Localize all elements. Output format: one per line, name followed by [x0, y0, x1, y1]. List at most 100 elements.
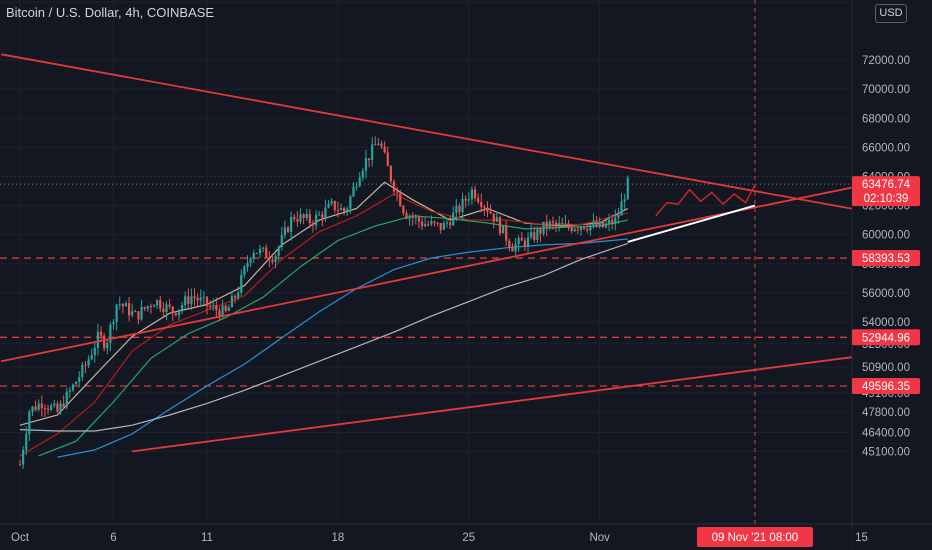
candle-body — [589, 225, 592, 231]
candle-body — [333, 200, 336, 211]
candle-body — [489, 211, 492, 214]
candle-body — [343, 207, 346, 212]
candle-body — [134, 311, 137, 313]
candle-body — [196, 297, 199, 301]
candle-body — [620, 201, 623, 216]
current-price-tag — [852, 176, 920, 207]
candle-body — [146, 306, 149, 309]
candle-body — [258, 248, 262, 254]
candle-body — [43, 408, 47, 410]
candle-body — [617, 215, 620, 218]
candle-body — [137, 311, 140, 320]
candle-body — [84, 364, 87, 366]
candle-body — [112, 322, 115, 325]
candle-body — [539, 229, 542, 234]
candle-body — [551, 221, 555, 223]
candle-body — [405, 212, 408, 219]
candle-body — [402, 206, 405, 213]
candle-body — [554, 222, 558, 226]
candle-body — [168, 304, 171, 307]
candle-body — [486, 207, 489, 212]
candle-body — [159, 300, 162, 309]
candle-body — [377, 143, 380, 146]
candle-body — [598, 221, 601, 227]
candle-body — [626, 177, 629, 200]
candle-body — [355, 186, 358, 188]
candle-body — [237, 292, 240, 298]
candle-body — [408, 216, 411, 219]
candle-body — [255, 253, 258, 255]
trendline[interactable] — [1, 177, 900, 363]
candle-body — [480, 201, 483, 207]
candle-body — [548, 221, 551, 228]
candle-body — [324, 207, 327, 219]
candle-body — [224, 305, 227, 311]
candle-body — [18, 464, 22, 466]
candle-body — [505, 225, 508, 241]
candle-body — [243, 266, 246, 275]
candle-body — [31, 406, 34, 412]
candle-body — [34, 406, 37, 410]
candle-body — [464, 198, 467, 201]
candle-body — [171, 306, 174, 314]
candle-body — [573, 229, 576, 232]
trendline[interactable] — [1, 53, 900, 219]
candle-body — [420, 221, 424, 227]
candle-body — [517, 238, 520, 245]
candle-body — [604, 223, 608, 228]
candle-body — [252, 253, 255, 259]
trendline[interactable] — [132, 350, 900, 453]
candle-body — [545, 221, 548, 228]
level-price-tag — [852, 250, 920, 267]
candle-body — [526, 237, 530, 247]
candle-body — [290, 216, 293, 233]
candle-body — [305, 213, 308, 218]
candle-body — [165, 304, 168, 312]
horizontal-levels — [0, 183, 852, 387]
candle-body — [199, 297, 202, 301]
candle-body — [514, 244, 517, 252]
candle-body — [280, 235, 283, 248]
candle-body — [483, 206, 486, 208]
candle-body — [367, 158, 371, 161]
candle-body — [449, 222, 452, 226]
candle-body — [190, 296, 193, 304]
candle-body — [22, 449, 25, 465]
candle-body — [614, 217, 617, 225]
candle-body — [523, 240, 526, 247]
candle-body — [274, 255, 277, 263]
price-tick-label: 66000.00 — [862, 142, 910, 154]
time-axis[interactable]: Oct 6 11 18 25 Nov 15 09 Nov '21 08:00 — [0, 523, 932, 550]
candle-body — [75, 381, 78, 385]
candle-body — [439, 222, 442, 230]
candle-body — [162, 308, 165, 312]
candle-body — [37, 403, 40, 410]
candle-body — [96, 331, 100, 348]
candle-body — [140, 307, 143, 320]
drawings — [1, 0, 900, 524]
candle-body — [442, 223, 445, 230]
candle-body — [62, 403, 65, 408]
zigzag-projection[interactable] — [655, 184, 756, 217]
candle-body — [586, 228, 589, 231]
price-axis[interactable]: 45100.0046400.0047800.0049100.0050900.00… — [851, 0, 932, 550]
candle-body — [249, 258, 252, 264]
projection-line[interactable] — [627, 204, 756, 243]
candle-body — [262, 247, 265, 249]
moving-average-line — [19, 193, 628, 457]
symbol-title: Bitcoin / U.S. Dollar, 4h, COINBASE — [6, 5, 215, 20]
candle-body — [607, 219, 611, 224]
candle-body — [327, 203, 330, 208]
currency-button[interactable]: USD — [875, 4, 907, 23]
time-tick-label: 15 — [855, 532, 868, 544]
moving-average-line — [19, 242, 628, 432]
candle-body — [349, 196, 352, 209]
candle-body — [455, 205, 458, 213]
candle-body — [240, 274, 243, 293]
candle-body — [386, 152, 389, 167]
price-tick-label: 45100.00 — [862, 446, 910, 458]
candle-body — [511, 247, 514, 252]
candle-body — [233, 295, 237, 298]
